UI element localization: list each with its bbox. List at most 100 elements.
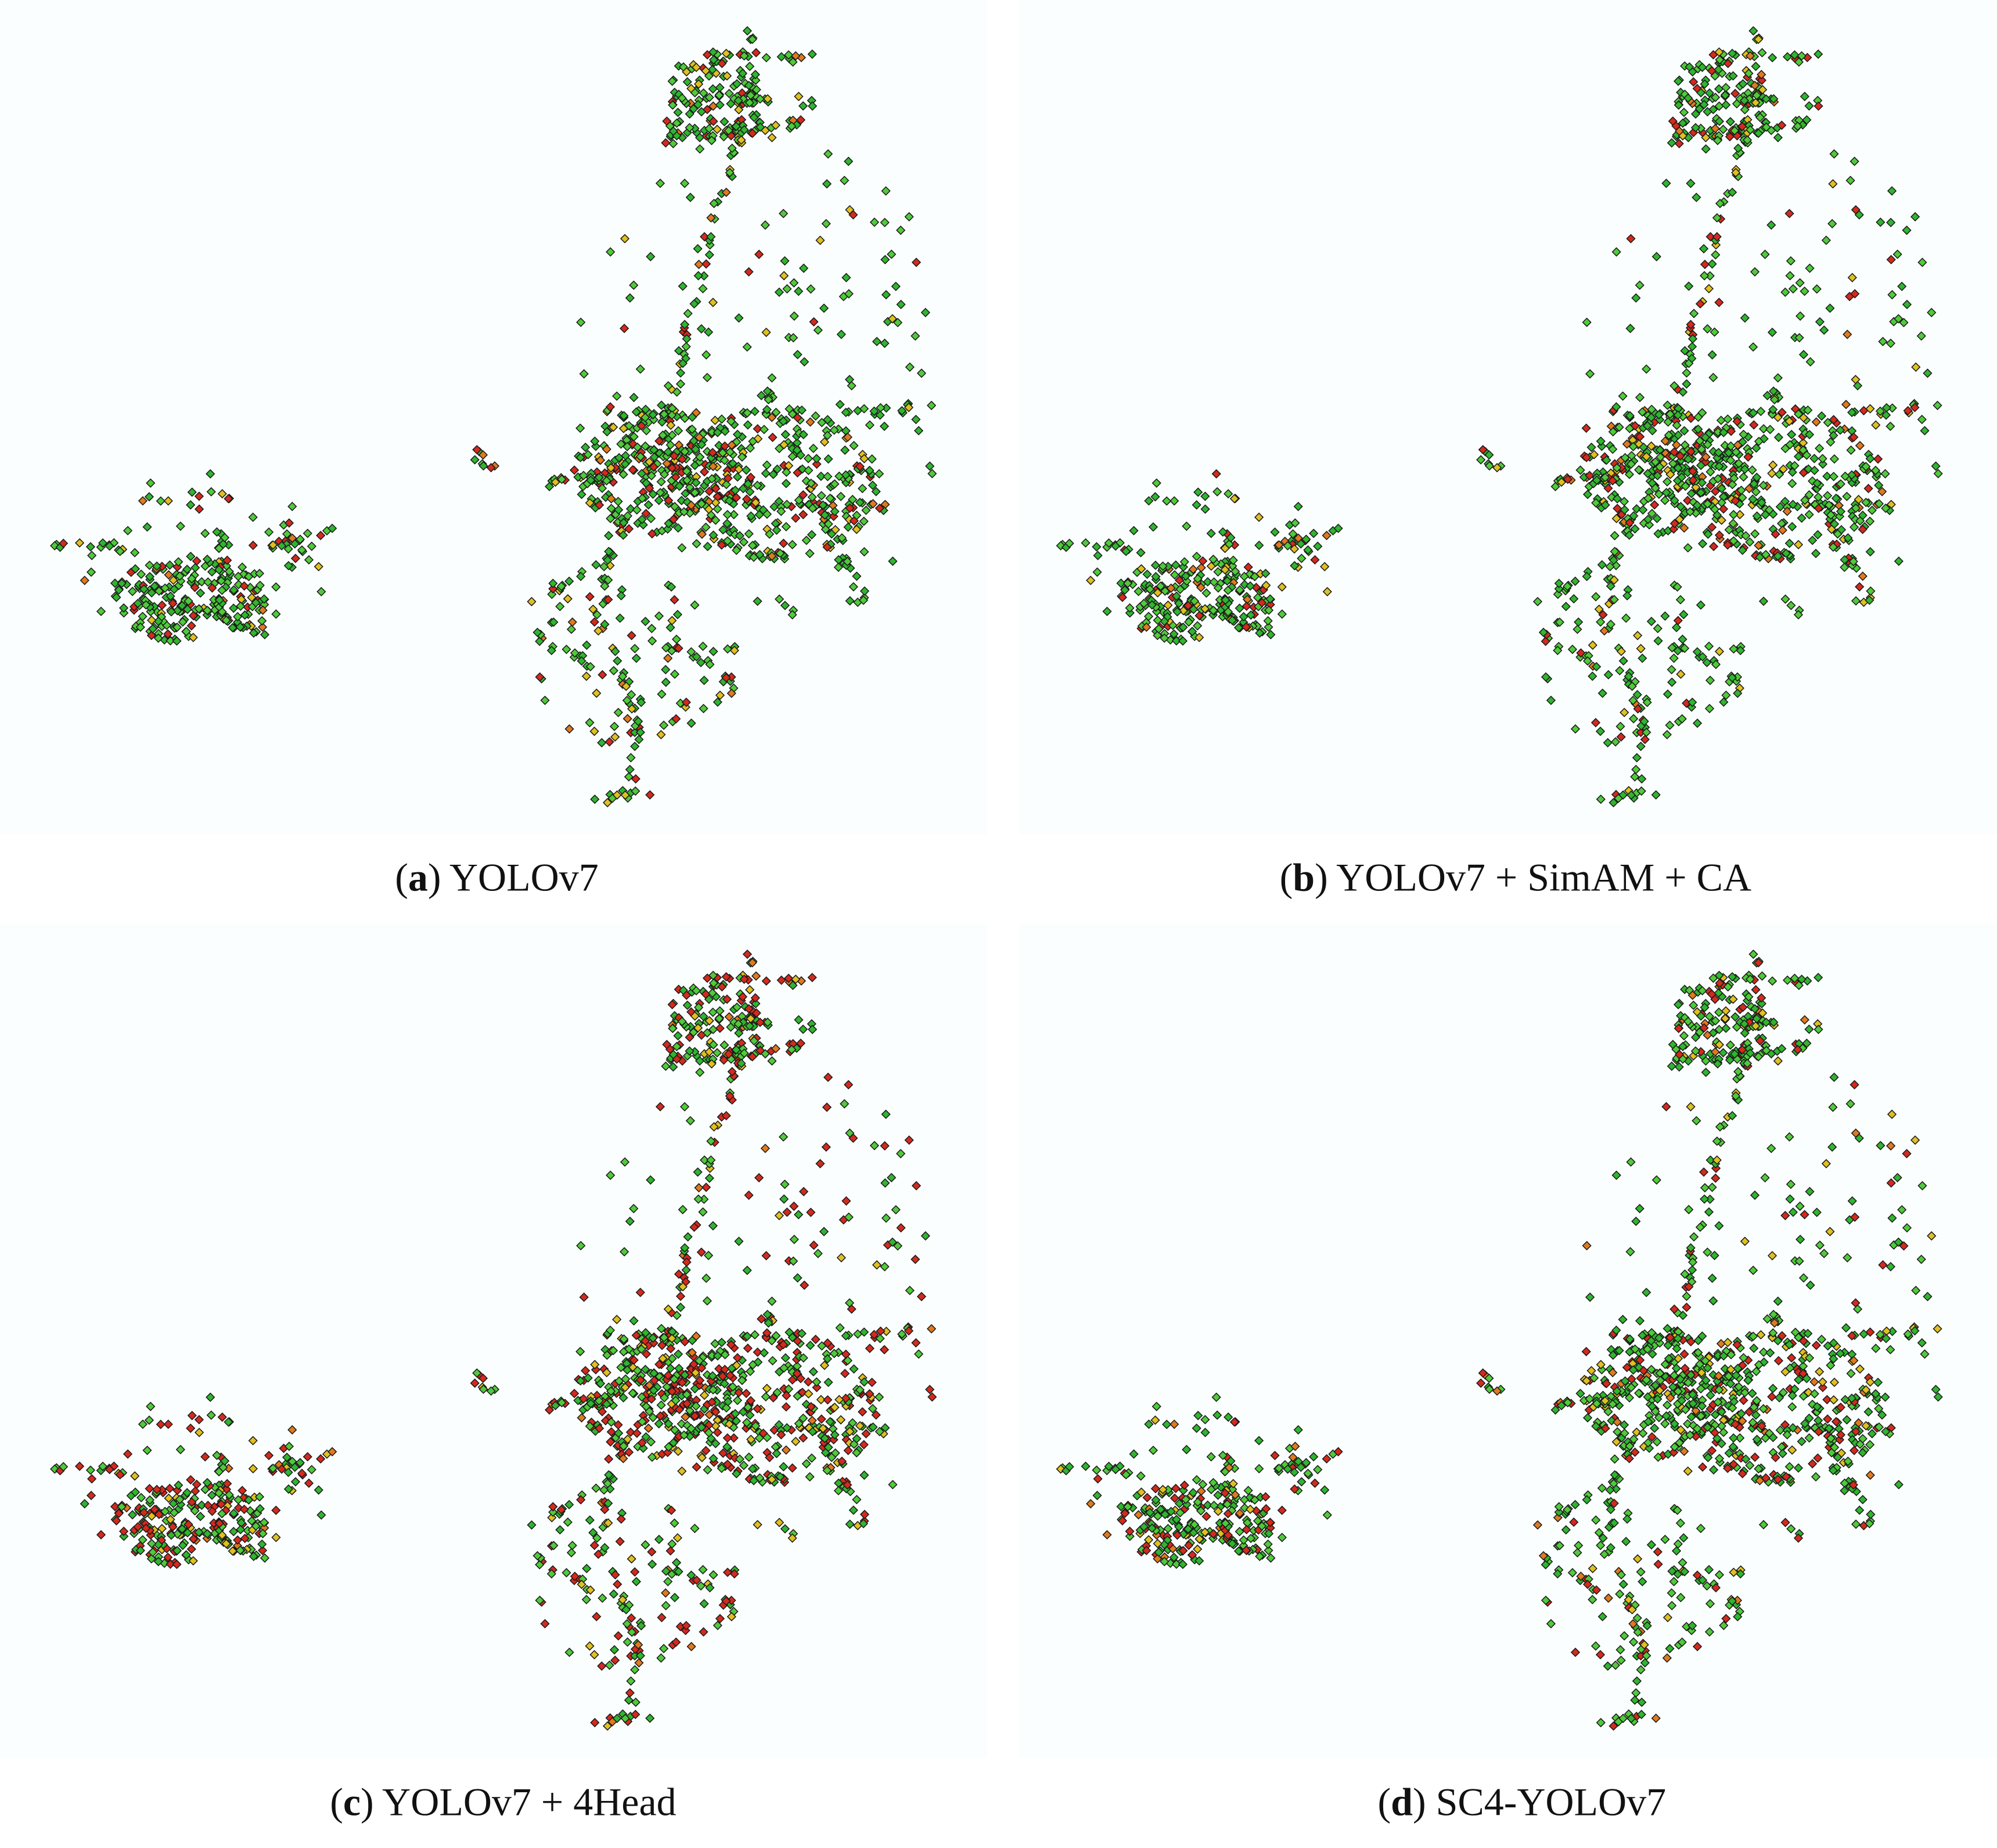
map-point <box>840 445 850 455</box>
map-point <box>1750 529 1760 539</box>
map-point <box>668 1062 678 1072</box>
map-point <box>823 472 833 481</box>
map-point <box>602 476 611 486</box>
map-point <box>635 452 645 462</box>
map-point <box>603 555 613 565</box>
map-point <box>1563 474 1573 484</box>
map-point <box>251 598 261 607</box>
map-point <box>674 1269 684 1279</box>
map-point <box>145 1495 155 1505</box>
map-point <box>1629 511 1639 521</box>
map-point <box>718 448 728 458</box>
map-point <box>594 472 604 483</box>
map-point <box>837 533 847 543</box>
map-point <box>1710 486 1721 497</box>
map-point <box>800 357 809 367</box>
map-point <box>1729 473 1739 483</box>
map-point <box>271 609 281 619</box>
map-point <box>1226 533 1236 542</box>
map-point <box>1769 394 1779 405</box>
map-point <box>1125 608 1135 618</box>
map-point <box>164 570 174 580</box>
map-point <box>1875 406 1885 416</box>
map-point <box>1588 640 1597 650</box>
map-point <box>874 1392 884 1402</box>
map-point <box>704 71 714 81</box>
map-point <box>1795 278 1805 288</box>
map-point <box>1664 430 1674 440</box>
map-point <box>1735 509 1745 520</box>
map-point <box>1639 717 1649 727</box>
map-point <box>613 656 623 666</box>
map-point <box>1290 560 1300 571</box>
map-point <box>1683 495 1693 505</box>
map-point <box>783 50 794 60</box>
map-point <box>588 604 598 614</box>
map-point <box>1768 460 1778 470</box>
map-point <box>843 556 852 566</box>
map-point <box>1582 571 1592 581</box>
map-point <box>1704 703 1715 714</box>
map-point <box>1747 465 1757 475</box>
map-point <box>808 504 818 513</box>
map-point <box>109 1461 119 1471</box>
map-point <box>1707 522 1717 532</box>
map-point <box>685 482 695 492</box>
map-point <box>1784 416 1794 426</box>
map-point <box>119 608 129 618</box>
map-point <box>685 192 695 203</box>
map-point <box>607 1717 617 1727</box>
map-point <box>1570 724 1581 734</box>
map-point <box>1714 116 1725 127</box>
map-point <box>169 584 179 594</box>
map-point <box>1728 188 1737 197</box>
map-point <box>1877 487 1887 497</box>
map-point <box>1642 452 1651 462</box>
map-point <box>704 1173 714 1183</box>
map-point <box>1064 538 1074 548</box>
map-point <box>689 299 699 309</box>
map-point <box>782 467 791 477</box>
map-point <box>1264 622 1273 632</box>
map-point <box>593 626 603 636</box>
map-point <box>1638 407 1647 417</box>
map-point <box>1150 492 1160 502</box>
map-point <box>187 487 197 497</box>
map-point <box>224 566 234 577</box>
map-point <box>1174 598 1184 609</box>
map-point <box>743 479 753 489</box>
map-point <box>1777 120 1787 130</box>
map-point <box>1675 451 1685 461</box>
map-point <box>1660 495 1670 505</box>
map-point <box>569 465 580 475</box>
map-point <box>615 613 625 623</box>
map-point <box>239 581 249 591</box>
map-point <box>1714 448 1723 458</box>
map-point <box>1134 587 1143 596</box>
map-point <box>240 610 250 620</box>
map-point <box>708 116 718 127</box>
map-point <box>1824 500 1834 510</box>
map-point <box>549 617 559 627</box>
map-point <box>619 411 629 420</box>
map-point <box>726 688 736 698</box>
map-point <box>1669 519 1679 528</box>
map-point <box>755 549 765 560</box>
map-point <box>699 88 708 98</box>
map-point <box>1209 577 1219 587</box>
map-point <box>791 975 801 984</box>
map-point <box>661 677 671 687</box>
map-point <box>1710 327 1719 337</box>
map-point <box>1723 59 1733 69</box>
map-point <box>1719 427 1729 437</box>
map-point <box>1793 409 1804 419</box>
map-point <box>811 411 821 421</box>
map-point <box>681 341 691 351</box>
map-point <box>582 640 592 650</box>
map-point <box>1766 220 1776 230</box>
map-point <box>206 469 215 479</box>
map-point <box>1892 249 1902 259</box>
map-point <box>622 695 632 706</box>
map-point <box>1700 260 1710 269</box>
map-point <box>1931 461 1941 471</box>
